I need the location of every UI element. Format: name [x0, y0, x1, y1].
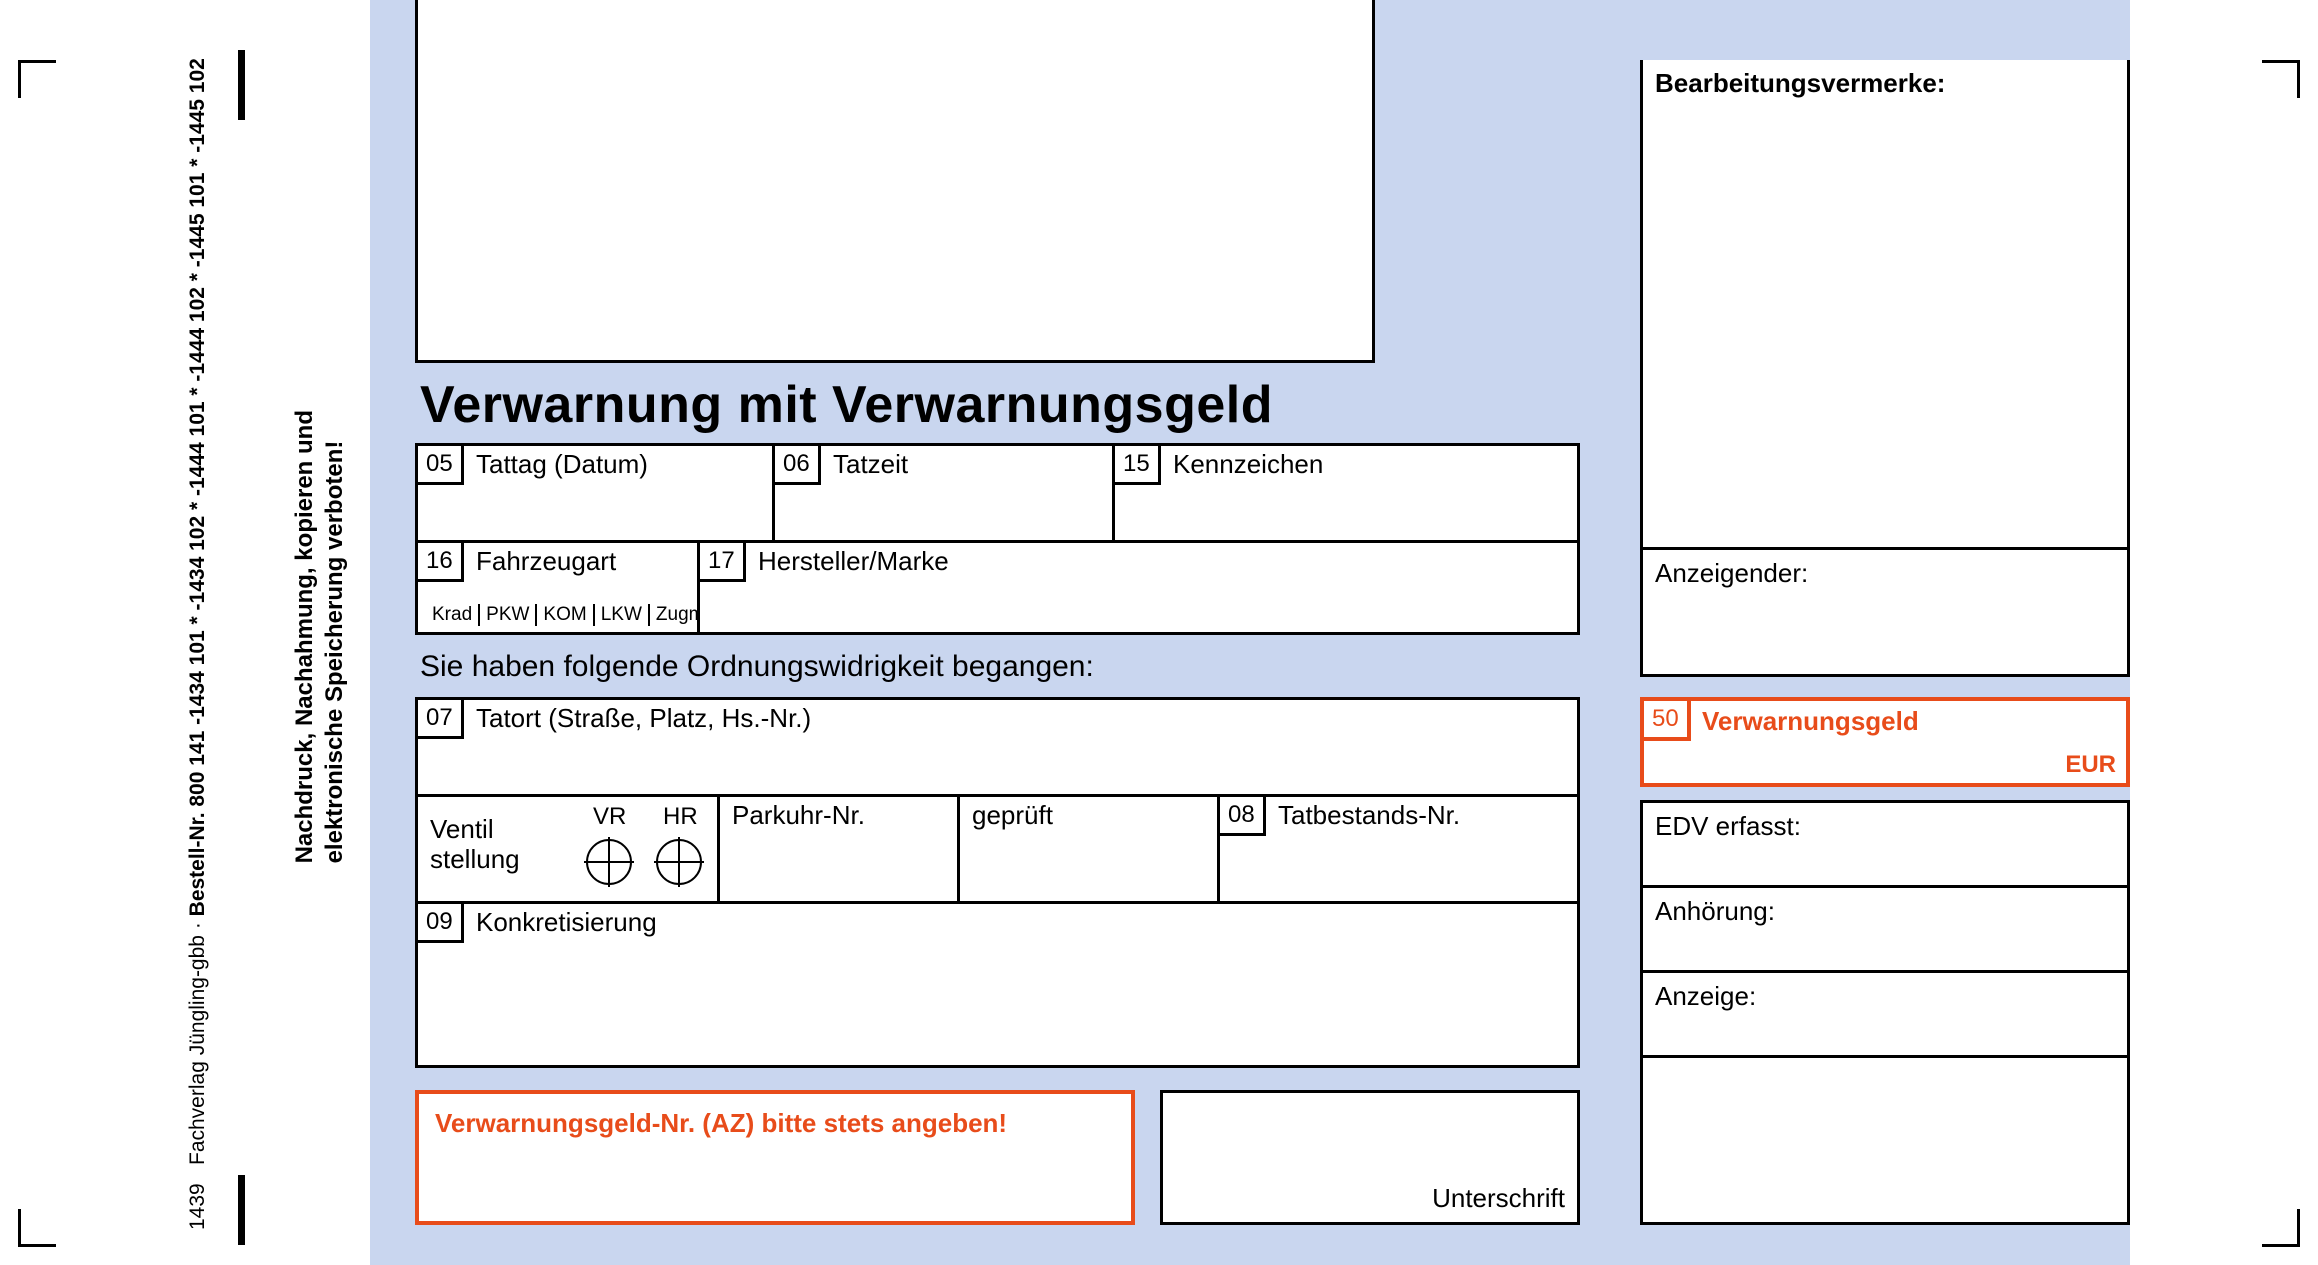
dial-hr-icon	[656, 839, 702, 885]
page-number: 1439	[186, 1183, 210, 1230]
form-title: Verwarnung mit Verwarnungsgeld	[420, 375, 1273, 435]
field-unterschrift[interactable]: Unterschrift	[1160, 1090, 1580, 1225]
field-blank[interactable]	[1640, 1055, 2130, 1225]
field-verwarnungsgeld[interactable]: 50 Verwarnungsgeld EUR	[1640, 697, 2130, 787]
field-edv[interactable]: EDV erfasst:	[1640, 800, 2130, 888]
spine-imprint: 1439 Fachverlag Jüngling-gbb · Bestell-N…	[150, 60, 210, 1230]
dial-vr-icon	[586, 839, 632, 885]
field-az[interactable]: Verwarnungsgeld-Nr. (AZ) bitte stets ang…	[415, 1090, 1135, 1225]
field-tatort[interactable]: 07 Tatort (Straße, Platz, Hs.-Nr.)	[415, 697, 1580, 797]
field-anhoerung[interactable]: Anhörung:	[1640, 885, 2130, 973]
field-tattag[interactable]: 05 Tattag (Datum)	[415, 443, 775, 543]
field-parkuhr[interactable]: Parkuhr-Nr.	[720, 794, 960, 904]
intro-text: Sie haben folgende Ordnungswidrigkeit be…	[420, 650, 1094, 684]
copyright-notice: Nachdruck, Nachahmung, kopieren undelekt…	[290, 410, 350, 863]
field-geprueft[interactable]: geprüft	[960, 794, 1220, 904]
imprint-line: Fachverlag Jüngling-gbb · Bestell-Nr. 80…	[186, 58, 210, 1165]
vehicle-type-list: KradPKWKOMLKWZugm.	[426, 604, 716, 626]
field-tatbestand[interactable]: 08 Tatbestands-Nr.	[1220, 794, 1580, 904]
field-fahrzeugart[interactable]: 16 Fahrzeugart KradPKWKOMLKWZugm.	[415, 540, 700, 635]
field-kennzeichen[interactable]: 15 Kennzeichen	[1115, 443, 1580, 543]
header-box	[415, 0, 1375, 363]
field-hersteller[interactable]: 17 Hersteller/Marke	[700, 540, 1580, 635]
field-bearbeitungsvermerke[interactable]: Bearbeitungsvermerke:	[1640, 60, 2130, 550]
field-anzeige[interactable]: Anzeige:	[1640, 970, 2130, 1058]
field-ventilstellung[interactable]: Ventilstellung VR HR	[415, 794, 720, 904]
field-konkretisierung[interactable]: 09 Konkretisierung	[415, 901, 1580, 986]
field-tatzeit[interactable]: 06 Tatzeit	[775, 443, 1115, 543]
field-anzeigender[interactable]: Anzeigender:	[1640, 547, 2130, 677]
field-konkretisierung-2[interactable]	[415, 983, 1580, 1068]
